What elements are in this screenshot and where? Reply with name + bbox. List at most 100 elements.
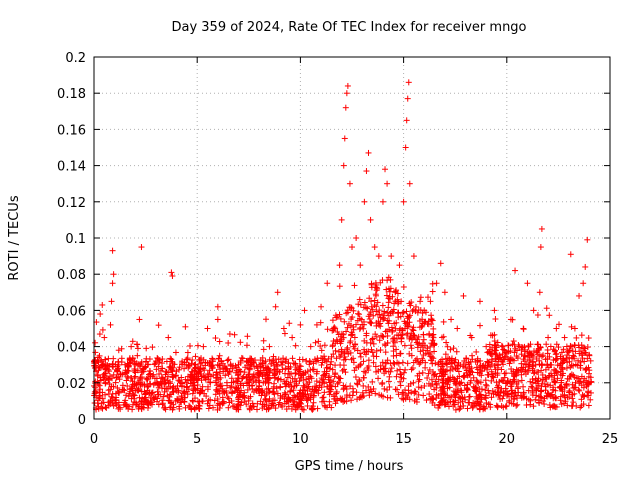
y-tick-label: 0.1 (65, 232, 86, 247)
data-point (424, 375, 431, 382)
data-point (237, 339, 244, 346)
data-point (327, 361, 334, 368)
data-point (261, 403, 268, 410)
data-point (474, 378, 481, 385)
data-point (246, 406, 253, 413)
data-point (513, 380, 520, 387)
data-point (483, 382, 490, 389)
data-point (577, 378, 584, 385)
data-point (216, 370, 223, 377)
data-point (349, 244, 355, 251)
data-point (419, 310, 426, 317)
data-point (331, 393, 338, 400)
data-point (512, 267, 519, 274)
data-point (339, 367, 346, 374)
data-point (570, 353, 577, 360)
data-point (368, 388, 375, 395)
data-point (389, 328, 396, 335)
data-point (454, 385, 461, 392)
data-point (260, 364, 267, 371)
data-point (363, 168, 370, 175)
data-point (109, 280, 116, 287)
data-point (523, 395, 530, 402)
data-point (524, 348, 531, 355)
data-point (189, 398, 196, 405)
data-point (545, 334, 552, 341)
data-point (555, 344, 562, 351)
data-point (371, 244, 378, 251)
data-point (408, 330, 415, 337)
data-point (202, 362, 209, 369)
data-point (487, 401, 494, 408)
data-point (524, 354, 531, 361)
data-point (517, 367, 524, 374)
data-point (105, 366, 112, 373)
data-point (464, 386, 471, 393)
data-point (478, 386, 485, 393)
data-point (496, 378, 503, 385)
data-point (492, 370, 499, 377)
data-point (400, 283, 407, 290)
data-point (445, 403, 452, 410)
data-point (283, 378, 290, 385)
data-point (356, 296, 363, 303)
data-point (447, 367, 454, 374)
data-point (172, 349, 179, 356)
data-point (287, 379, 294, 386)
data-point (443, 339, 450, 346)
data-point (564, 348, 571, 355)
data-point (507, 347, 514, 354)
data-point (181, 389, 188, 396)
data-point (192, 395, 199, 402)
data-point (372, 291, 379, 298)
data-point (388, 365, 395, 372)
data-point (116, 389, 123, 396)
data-point (499, 343, 506, 350)
data-point (582, 345, 589, 352)
data-point (415, 391, 422, 398)
data-point (528, 383, 535, 390)
data-point (397, 378, 404, 385)
data-point (384, 309, 391, 316)
data-point (564, 402, 571, 409)
data-point (289, 355, 296, 362)
x-tick-label: 5 (193, 432, 201, 447)
data-point (241, 394, 248, 401)
data-point (219, 360, 226, 367)
data-point (272, 303, 279, 310)
data-point (263, 365, 270, 372)
data-point (409, 308, 416, 315)
data-point (337, 315, 344, 322)
data-point (118, 359, 125, 366)
data-point (144, 376, 151, 383)
data-point (387, 368, 394, 375)
data-point (92, 356, 99, 363)
data-point (484, 349, 491, 356)
data-point (192, 353, 199, 360)
data-point (225, 356, 232, 363)
data-point (201, 367, 208, 374)
data-point (572, 361, 579, 368)
data-point (463, 369, 470, 376)
data-point (544, 355, 551, 362)
data-point (404, 360, 411, 367)
data-point (510, 338, 517, 345)
data-point (179, 358, 186, 365)
data-point (138, 406, 145, 413)
data-point (482, 362, 489, 369)
data-point (579, 352, 586, 359)
data-point (500, 346, 507, 353)
data-point (286, 320, 293, 327)
data-point (437, 260, 444, 267)
data-point (365, 383, 372, 390)
data-point (295, 371, 302, 378)
data-point (542, 366, 549, 373)
data-point (422, 364, 429, 371)
data-point (274, 289, 281, 296)
data-point (347, 383, 354, 390)
data-point (559, 366, 566, 373)
data-point (155, 401, 162, 408)
data-point (210, 404, 217, 411)
data-point (347, 349, 354, 356)
data-point (341, 366, 348, 373)
